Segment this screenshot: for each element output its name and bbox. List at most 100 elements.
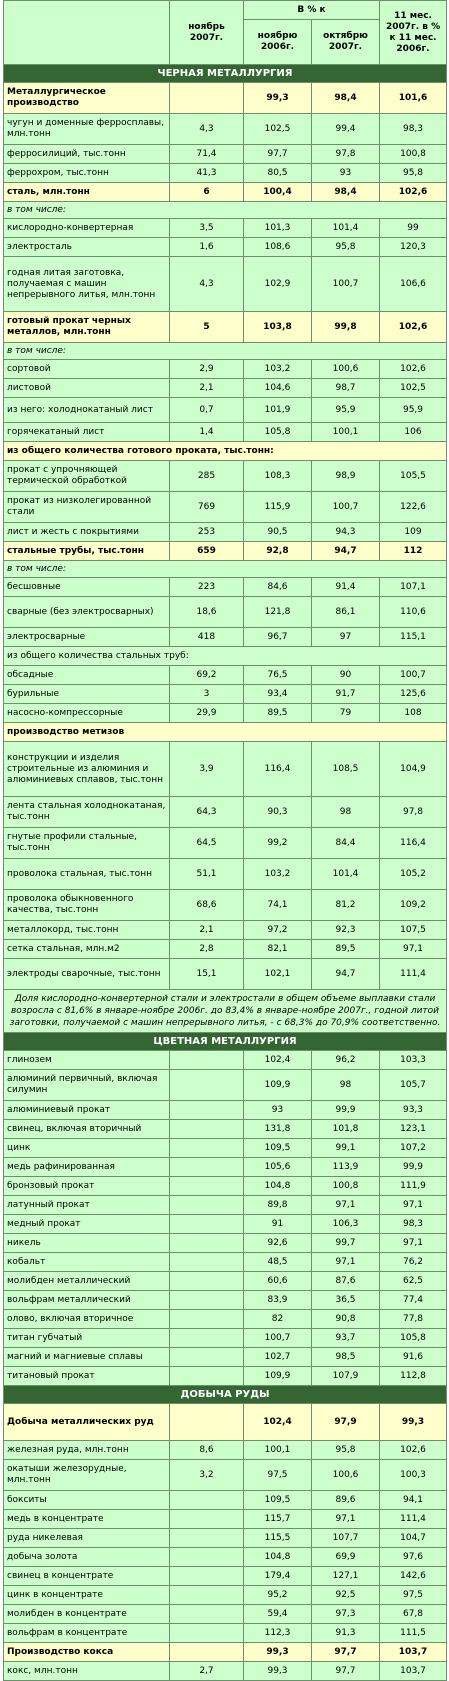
table-row: стальные трубы, тыс.тонн 659 92,8 94,7 112 (3, 541, 448, 561)
value-cell: 94,7 (310, 541, 381, 561)
table-row: прокат с упрочняющей термической обработ… (3, 460, 448, 492)
row-label: сетка стальная, млн.м2 (3, 939, 170, 959)
value-cell: 98,3 (379, 1214, 448, 1234)
value-cell: 96,7 (243, 627, 312, 647)
row-label: олово, включая вторичное (3, 1309, 170, 1329)
value-cell: 116,4 (243, 741, 312, 797)
table-row: горячекатаный лист 1,4 105,8 100,1 106 (3, 422, 448, 442)
row-label: кокс, млн.тонн (3, 1661, 170, 1681)
table-row: окатыши железорудные, млн.тонн 3,2 97,5 100… (3, 1459, 448, 1491)
table-row: производство метизов (2, 722, 448, 742)
value-cell: 107,7 (310, 1528, 381, 1548)
table-row: чугун и доменные ферросплавы, млн.тонн 4,… (3, 113, 448, 145)
header-indicator-cell (3, 0, 170, 65)
value-cell: 97,1 (310, 1509, 381, 1529)
value-cell: 105,8 (243, 422, 312, 442)
value-cell: 106 (379, 422, 448, 442)
value-cell: 84,4 (310, 827, 381, 859)
table-row: кобальт 48,5 97,1 76,2 (3, 1252, 448, 1272)
table-row: вольфрам металлический 83,9 36,5 77,4 (3, 1290, 448, 1310)
value-cell (169, 1233, 244, 1253)
value-cell (169, 1252, 244, 1272)
value-cell: 81,2 (310, 889, 381, 921)
value-cell: 0,7 (169, 397, 244, 423)
table-row: железная руда, млн.тонн 8,6 100,1 95,8 102,6 (3, 1440, 448, 1460)
value-cell: 2,1 (169, 920, 244, 940)
value-cell: 97,2 (243, 920, 312, 940)
value-cell: 83,9 (243, 1290, 312, 1310)
value-cell: 106,3 (310, 1214, 381, 1234)
value-cell: 120,3 (379, 237, 448, 257)
value-cell: 100,7 (310, 491, 381, 523)
table-row: руда никелевая 115,5 107,7 104,7 (3, 1528, 448, 1548)
row-label: цинк в концентрате (3, 1585, 170, 1605)
value-cell: 115,7 (243, 1509, 312, 1529)
row-label: годная литая заготовка, получаемая с маш… (3, 256, 170, 312)
table-row: никель 92,6 99,7 97,1 (3, 1233, 448, 1253)
table-row: алюминиевый прокат 93 99,9 93,3 (3, 1100, 448, 1120)
row-label: глинозем (3, 1050, 170, 1070)
section-header: ЦВЕТНАЯ МЕТАЛЛУРГИЯ (2, 1032, 448, 1051)
row-label: свинец в концентрате (3, 1566, 170, 1586)
row-label: в том числе: (2, 201, 448, 219)
value-cell: 3,9 (169, 741, 244, 797)
value-cell: 105,5 (379, 460, 448, 492)
value-cell: 111,5 (379, 1623, 448, 1643)
row-label: сортовой (3, 359, 170, 379)
value-cell: 105,8 (379, 1328, 448, 1348)
row-label: вольфрам в концентрате (3, 1623, 170, 1643)
table-row: насосно-компрессорные 29,9 89,5 79 108 (3, 703, 448, 723)
row-label: обсадные (3, 665, 170, 685)
table-row: Производство кокса 99,3 97,7 103,7 (3, 1642, 448, 1662)
value-cell: 100,1 (310, 422, 381, 442)
value-cell (169, 1100, 244, 1120)
value-cell (169, 1347, 244, 1367)
value-cell: 79 (310, 703, 381, 723)
row-label: из общего количества стальных труб: (2, 646, 448, 666)
value-cell: 97,5 (379, 1585, 448, 1605)
table-row: титановый прокат 109,9 107,9 112,8 (3, 1366, 448, 1386)
row-label: никель (3, 1233, 170, 1253)
row-label: алюминий первичный, включая силумин (3, 1069, 170, 1101)
table-row: латунный прокат 89,8 97,1 97,1 (3, 1195, 448, 1215)
value-cell: 109,5 (243, 1138, 312, 1158)
value-cell: 100,7 (243, 1328, 312, 1348)
value-cell: 93 (310, 163, 381, 183)
row-label: бесшовные (3, 577, 170, 597)
table-row: электроды сварочные, тыс.тонн 15,1 102,1 94… (3, 958, 448, 990)
row-label: титан губчатый (3, 1328, 170, 1348)
value-cell: 125,6 (379, 684, 448, 704)
value-cell: 98,9 (310, 460, 381, 492)
row-label: окатыши железорудные, млн.тонн (3, 1459, 170, 1491)
value-cell: 108 (379, 703, 448, 723)
value-cell: 91,7 (310, 684, 381, 704)
value-cell: 51,1 (169, 858, 244, 890)
value-cell: 99,3 (243, 1642, 312, 1662)
value-cell: 94,3 (310, 522, 381, 542)
row-label: Добыча металлических руд (3, 1403, 170, 1441)
table-row: прокат из низколегированной стали 769 115,… (3, 491, 448, 523)
table-row: медный прокат 91 106,3 98,3 (3, 1214, 448, 1234)
value-cell: 110,6 (379, 596, 448, 628)
row-label: металлокорд, тыс.тонн (3, 920, 170, 940)
section-title: ЦВЕТНАЯ МЕТАЛЛУРГИЯ (2, 1032, 448, 1051)
value-cell: 59,4 (243, 1604, 312, 1624)
value-cell: 127,1 (310, 1566, 381, 1586)
header-nov-2007: ноябрь 2007г. (169, 0, 244, 65)
value-cell: 3,2 (169, 1459, 244, 1491)
value-cell: 111,9 (379, 1176, 448, 1196)
value-cell: 107,1 (379, 577, 448, 597)
section-title: ДОБЫЧА РУДЫ (2, 1385, 448, 1404)
value-cell: 98 (310, 1069, 381, 1101)
value-cell: 101,9 (243, 397, 312, 423)
value-cell: 107,2 (379, 1138, 448, 1158)
value-cell: 98,7 (310, 378, 381, 398)
table-row: в том числе: (2, 342, 448, 360)
value-cell: 6 (169, 182, 244, 202)
value-cell: 102,6 (379, 182, 448, 202)
table-row: кокс, млн.тонн 2,7 99,3 97,7 103,7 (3, 1661, 448, 1681)
value-cell: 99,1 (310, 1138, 381, 1158)
value-cell: 112 (379, 541, 448, 561)
value-cell: 100,7 (310, 256, 381, 312)
section-title: ЧЕРНАЯ МЕТАЛЛУРГИЯ (2, 64, 448, 83)
